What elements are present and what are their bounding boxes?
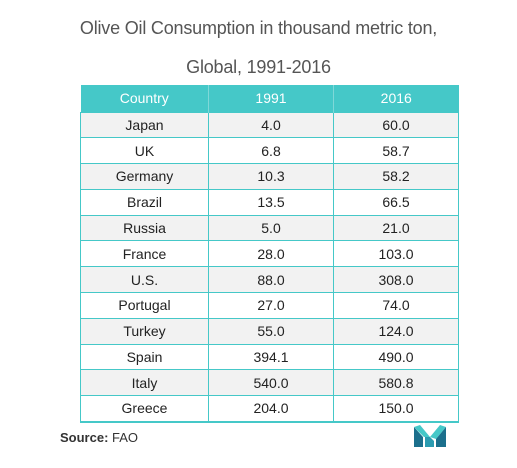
country-cell: Greece: [80, 395, 209, 423]
value-1991-cell: 55.0: [208, 317, 334, 345]
value-1991-cell: 10.3: [208, 163, 334, 190]
source-value: FAO: [112, 430, 139, 445]
country-cell: Germany: [80, 163, 209, 190]
country-cell: Spain: [80, 343, 209, 371]
consumption-table: Country 1991 2016 Japan 4.0 60.0 UK 6.8 58.7 G…: [80, 85, 459, 423]
table-row: U.S. 88.0 308.0: [80, 266, 459, 294]
country-cell: Russia: [80, 214, 209, 242]
country-cell: U.S.: [80, 266, 209, 294]
value-1991-cell: 88.0: [208, 266, 334, 294]
table-row: Turkey 55.0 124.0: [80, 317, 459, 345]
table-row: Greece 204.0 150.0: [80, 395, 459, 423]
value-2016-cell: 58.7: [333, 137, 459, 165]
table-row: Italy 540.0 580.8: [80, 369, 459, 397]
chart-title-line2: Global, 1991-2016: [186, 57, 331, 77]
country-cell: UK: [80, 137, 209, 165]
value-2016-cell: 490.0: [333, 343, 459, 371]
value-1991-cell: 28.0: [208, 240, 334, 268]
table-row: Portugal 27.0 74.0: [80, 292, 459, 319]
value-2016-cell: 103.0: [333, 240, 459, 268]
table-row: Russia 5.0 21.0: [80, 214, 459, 242]
value-1991-cell: 204.0: [208, 395, 334, 423]
table-row: Spain 394.1 490.0: [80, 343, 459, 371]
table-body: Japan 4.0 60.0 UK 6.8 58.7 Germany 10.3 58.2 Braz…: [80, 111, 459, 423]
column-header: 2016: [333, 85, 459, 112]
value-1991-cell: 540.0: [208, 369, 334, 397]
value-2016-cell: 60.0: [333, 111, 459, 139]
table-row: France 28.0 103.0: [80, 240, 459, 268]
value-1991-cell: 394.1: [208, 343, 334, 371]
value-1991-cell: 5.0: [208, 214, 334, 242]
table-row: Brazil 13.5 66.5: [80, 188, 459, 216]
value-2016-cell: 124.0: [333, 317, 459, 345]
source-note: Source: FAO: [60, 430, 138, 445]
country-cell: Turkey: [80, 317, 209, 345]
value-2016-cell: 66.5: [333, 188, 459, 216]
chart-title-line1: Olive Oil Consumption in thousand metric…: [79, 18, 438, 38]
country-cell: Brazil: [80, 188, 209, 216]
country-cell: Japan: [80, 111, 209, 139]
table-row: UK 6.8 58.7: [80, 137, 459, 165]
value-2016-cell: 58.2: [333, 163, 459, 190]
table-row: Germany 10.3 58.2: [80, 163, 459, 190]
value-2016-cell: 21.0: [333, 214, 459, 242]
country-cell: Portugal: [80, 292, 209, 319]
source-label: Source:: [60, 430, 109, 445]
value-1991-cell: 6.8: [208, 137, 334, 165]
column-header: 1991: [208, 85, 334, 112]
value-1991-cell: 27.0: [208, 292, 334, 319]
country-cell: France: [80, 240, 209, 268]
value-2016-cell: 308.0: [333, 266, 459, 294]
value-1991-cell: 13.5: [208, 188, 334, 216]
table-header: Country 1991 2016: [80, 85, 459, 112]
column-header: Country: [80, 85, 209, 112]
value-1991-cell: 4.0: [208, 111, 334, 139]
country-cell: Italy: [80, 369, 209, 397]
mordor-intelligence-logo-icon: [414, 425, 446, 447]
value-2016-cell: 74.0: [333, 292, 459, 319]
value-2016-cell: 580.8: [333, 369, 459, 397]
value-2016-cell: 150.0: [333, 395, 459, 423]
table-row: Japan 4.0 60.0: [80, 111, 459, 139]
